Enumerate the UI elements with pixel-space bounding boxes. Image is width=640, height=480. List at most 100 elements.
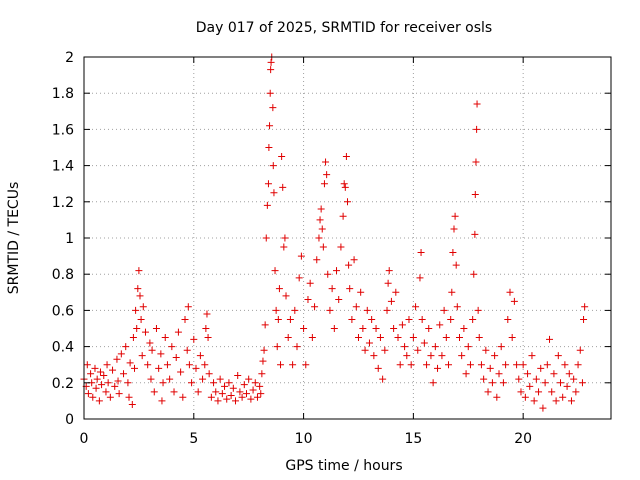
data-point-plus-marker	[342, 153, 350, 161]
y-tick-label: 1.8	[52, 86, 74, 102]
data-point-plus-marker	[223, 395, 231, 403]
data-point-plus-marker	[339, 212, 347, 220]
chart-title: Day 017 of 2025, SRMTID for receiver osl…	[196, 20, 492, 36]
data-point-plus-marker	[152, 325, 160, 332]
data-point-plus-marker	[429, 379, 437, 387]
data-point-plus-marker	[466, 361, 474, 369]
data-point-plus-marker	[194, 388, 202, 396]
data-point-plus-marker	[282, 292, 290, 300]
data-point-plus-marker	[447, 315, 455, 323]
data-point-plus-marker	[137, 315, 145, 323]
y-tick-label: 1.4	[52, 159, 74, 175]
data-point-plus-marker	[181, 315, 189, 323]
y-tick-label: 0.2	[52, 376, 74, 392]
data-point-plus-marker	[392, 288, 400, 296]
data-point-plus-marker	[425, 325, 433, 332]
data-point-plus-marker	[133, 325, 141, 332]
data-point-plus-marker	[515, 375, 523, 383]
data-point-plus-marker	[431, 343, 439, 351]
data-point-plus-marker	[361, 346, 369, 354]
data-point-plus-marker	[202, 325, 210, 332]
data-point-plus-marker	[311, 303, 319, 311]
data-point-plus-marker	[117, 350, 125, 358]
data-point-plus-marker	[190, 335, 198, 343]
data-point-plus-marker	[262, 234, 270, 242]
data-point-plus-marker	[161, 334, 169, 342]
data-point-plus-marker	[92, 384, 100, 392]
data-point-plus-marker	[232, 397, 240, 405]
data-point-plus-marker	[554, 352, 562, 360]
data-point-plus-marker	[488, 379, 496, 387]
data-point-plus-marker	[537, 364, 545, 372]
data-point-plus-marker	[106, 393, 114, 401]
data-point-plus-marker	[318, 225, 326, 233]
data-point-plus-marker	[192, 364, 200, 372]
data-point-plus-marker	[469, 315, 477, 323]
data-point-plus-marker	[281, 234, 289, 242]
data-point-plus-marker	[561, 361, 569, 369]
data-point-plus-marker	[98, 381, 106, 389]
data-point-plus-marker	[260, 346, 268, 354]
data-point-plus-marker	[261, 321, 269, 329]
data-point-plus-marker	[114, 377, 122, 385]
data-point-plus-marker	[177, 368, 185, 376]
data-point-plus-marker	[131, 364, 139, 372]
data-point-plus-marker	[407, 361, 415, 369]
data-point-plus-marker	[473, 100, 481, 108]
data-point-plus-marker	[204, 334, 212, 342]
data-point-plus-marker	[455, 334, 463, 342]
data-point-plus-marker	[113, 355, 121, 363]
data-point-plus-marker	[370, 352, 378, 360]
data-point-plus-marker	[363, 306, 371, 314]
data-point-plus-marker	[129, 334, 137, 342]
data-point-plus-marker	[477, 361, 485, 369]
data-point-plus-marker	[102, 388, 110, 396]
data-point-plus-marker	[253, 393, 261, 401]
data-point-plus-marker	[265, 144, 273, 151]
data-point-plus-marker	[470, 270, 478, 278]
data-point-plus-marker	[297, 252, 305, 260]
x-tick-label: 0	[80, 431, 89, 447]
data-point-plus-marker	[445, 361, 453, 369]
data-point-plus-marker	[482, 346, 490, 354]
data-point-plus-marker	[258, 370, 266, 378]
data-point-plus-marker	[475, 334, 483, 342]
data-point-plus-marker	[83, 361, 91, 369]
data-point-plus-marker	[96, 368, 104, 376]
y-tick-label: 0.6	[52, 303, 74, 319]
data-point-plus-marker	[278, 153, 286, 161]
data-point-plus-marker	[221, 382, 229, 390]
data-point-plus-marker	[449, 248, 457, 256]
x-tick-label: 10	[295, 431, 313, 447]
data-point-plus-marker	[245, 375, 253, 383]
data-point-plus-marker	[335, 296, 343, 304]
data-point-plus-marker	[124, 379, 132, 387]
data-point-plus-marker	[155, 364, 163, 372]
data-point-plus-marker	[251, 379, 259, 387]
data-point-plus-marker	[302, 361, 310, 369]
data-point-plus-marker	[236, 388, 244, 396]
data-point-plus-marker	[279, 183, 287, 191]
data-point-plus-marker	[89, 393, 97, 401]
data-point-plus-marker	[552, 397, 560, 405]
data-point-plus-marker	[530, 397, 538, 405]
data-point-plus-marker	[434, 364, 442, 372]
data-point-plus-marker	[423, 361, 431, 369]
data-point-plus-marker	[414, 346, 422, 354]
data-point-plus-marker	[319, 243, 327, 251]
data-point-plus-marker	[95, 397, 103, 405]
data-point-plus-marker	[259, 357, 267, 365]
data-point-plus-marker	[324, 270, 332, 278]
data-point-plus-marker	[300, 325, 308, 332]
y-tick-label: 0.4	[52, 340, 74, 356]
data-point-plus-marker	[556, 379, 564, 387]
data-point-plus-marker	[462, 370, 470, 378]
data-point-plus-marker	[374, 364, 382, 372]
data-point-plus-marker	[257, 390, 265, 398]
data-point-plus-marker	[495, 370, 503, 378]
data-point-plus-marker	[513, 361, 521, 369]
data-point-plus-marker	[270, 189, 278, 197]
data-point-plus-marker	[504, 315, 512, 323]
data-point-plus-marker	[166, 375, 174, 383]
y-tick-label: 1	[65, 231, 74, 247]
